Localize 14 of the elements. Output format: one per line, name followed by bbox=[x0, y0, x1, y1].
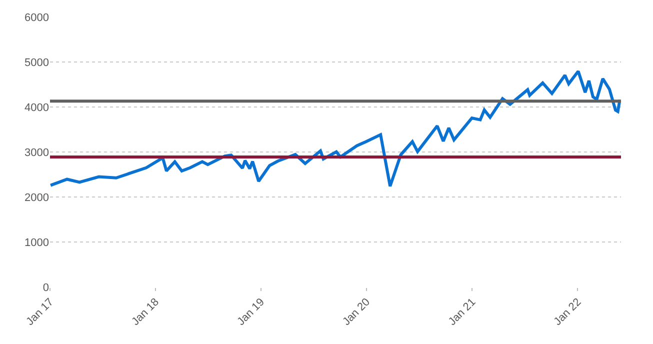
y-tick-label: 1000 bbox=[24, 236, 49, 249]
x-tick-label: Jan 20 bbox=[340, 296, 372, 328]
y-tick-label: 5000 bbox=[24, 56, 49, 69]
x-tick-label: Jan 19 bbox=[235, 296, 267, 328]
y-tick-label: 6000 bbox=[24, 12, 49, 24]
x-tick-label: Jan 17 bbox=[24, 296, 56, 328]
line-series bbox=[50, 70, 621, 188]
y-tick-label: 4000 bbox=[24, 102, 49, 114]
y-tick-label: 0 bbox=[42, 282, 49, 294]
x-tick-label: Jan 22 bbox=[552, 296, 584, 328]
y-tick-label: 2000 bbox=[24, 192, 49, 204]
x-tick-label: Jan 21 bbox=[446, 296, 478, 328]
x-tick-label: Jan 18 bbox=[130, 296, 162, 328]
y-tick-label: 3000 bbox=[24, 146, 49, 159]
